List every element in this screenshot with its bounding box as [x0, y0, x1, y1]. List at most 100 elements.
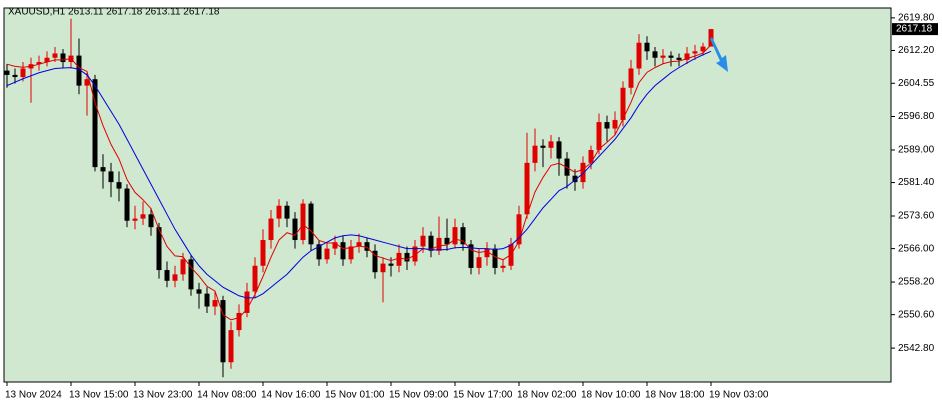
candle-body — [700, 46, 706, 52]
candle-body — [316, 244, 322, 260]
candle-body — [660, 55, 666, 58]
moving-average — [6, 50, 712, 299]
candle-body — [556, 141, 562, 159]
candle-body — [588, 149, 594, 163]
candle-body — [252, 265, 258, 292]
candle-body — [620, 87, 626, 120]
y-tick-label: 2542.80 — [898, 343, 935, 354]
candle-body — [676, 57, 682, 60]
candle-body — [444, 237, 450, 245]
candle-body — [484, 248, 490, 258]
candle-body — [116, 182, 122, 189]
candle-body — [228, 330, 234, 363]
candle-body — [132, 218, 138, 221]
candle-body — [20, 68, 26, 78]
candle-body — [388, 263, 394, 266]
candle-body — [636, 42, 642, 69]
candle-body — [300, 203, 306, 241]
candle-body — [204, 293, 210, 307]
candle-body — [308, 203, 314, 245]
moving-average — [6, 44, 712, 321]
candle-body — [100, 167, 106, 172]
candle-body — [524, 162, 530, 215]
candle-body — [196, 289, 202, 294]
y-tick-label: 2550.60 — [898, 309, 935, 320]
y-tick-label: 2589.00 — [898, 145, 935, 156]
candle-body — [628, 68, 634, 88]
x-tick-label: 15 Nov 01:00 — [325, 390, 385, 401]
candle-body — [108, 171, 114, 183]
candle-body — [652, 51, 658, 58]
candle-body — [572, 175, 578, 183]
candle-body — [668, 55, 674, 58]
candle-body — [404, 252, 410, 262]
x-tick-label: 18 Nov 10:00 — [581, 390, 641, 401]
candle-body — [268, 218, 274, 241]
candle-body — [436, 237, 442, 251]
candle-body — [140, 214, 146, 219]
candle-body — [372, 250, 378, 273]
candle-body — [260, 240, 266, 266]
x-tick-label: 13 Nov 15:00 — [69, 390, 129, 401]
arrow-annotation — [710, 37, 728, 72]
candle-body — [604, 122, 610, 129]
candle-body — [532, 145, 538, 163]
candle-body — [412, 246, 418, 262]
candle-body — [492, 248, 498, 268]
candle-body — [148, 214, 154, 228]
candle-body — [548, 141, 554, 148]
candle-body — [428, 235, 434, 251]
x-tick-label: 18 Nov 18:00 — [645, 390, 705, 401]
candle-body — [284, 205, 290, 219]
candle-body — [340, 242, 346, 260]
candle-body — [596, 122, 602, 150]
chart-title: XAUUSD,H1 2613.11 2617.18 2613.11 2617.1… — [8, 7, 220, 18]
candle-body — [332, 242, 338, 249]
candle-body — [84, 79, 90, 86]
candle-body — [476, 257, 482, 268]
candle-body — [612, 119, 618, 129]
x-tick-label: 19 Nov 03:00 — [709, 390, 769, 401]
candle-body — [180, 259, 186, 275]
candle-body — [220, 300, 226, 363]
candle-body — [516, 214, 522, 245]
candle-body — [124, 188, 130, 221]
candle-body — [172, 274, 178, 281]
candle-body — [164, 270, 170, 281]
candle-body — [356, 242, 362, 247]
candle-body — [460, 227, 466, 245]
y-tick-label: 2581.40 — [898, 177, 935, 188]
y-tick-label: 2573.60 — [898, 211, 935, 222]
candle-body — [52, 53, 58, 58]
candle-body — [12, 74, 18, 78]
candle-body — [156, 227, 162, 271]
x-tick-label: 15 Nov 09:00 — [389, 390, 449, 401]
candle-body — [324, 248, 330, 260]
candle-body — [540, 145, 546, 148]
candle-body — [380, 263, 386, 273]
candle-body — [244, 291, 250, 313]
candle-body — [420, 235, 426, 247]
candle-body — [60, 53, 66, 63]
candle-body — [692, 51, 698, 54]
candle-body — [76, 55, 82, 86]
y-tick-label: 2612.20 — [898, 45, 935, 56]
candle-body — [188, 259, 194, 290]
candle-body — [684, 53, 690, 60]
x-tick-label: 13 Nov 2024 — [5, 390, 62, 401]
candle-body — [452, 227, 458, 245]
y-tick-label: 2596.80 — [898, 111, 935, 122]
candle-body — [92, 79, 98, 168]
candle-body — [292, 218, 298, 241]
candle-body — [500, 265, 506, 268]
x-tick-label: 18 Nov 02:00 — [517, 390, 577, 401]
y-tick-label: 2619.80 — [898, 13, 935, 24]
y-tick-label: 2558.20 — [898, 277, 935, 288]
candle-body — [236, 312, 242, 331]
candle-body — [44, 57, 50, 63]
candle-body — [708, 29, 714, 47]
candle-body — [364, 242, 370, 251]
plot-layer — [4, 18, 714, 378]
